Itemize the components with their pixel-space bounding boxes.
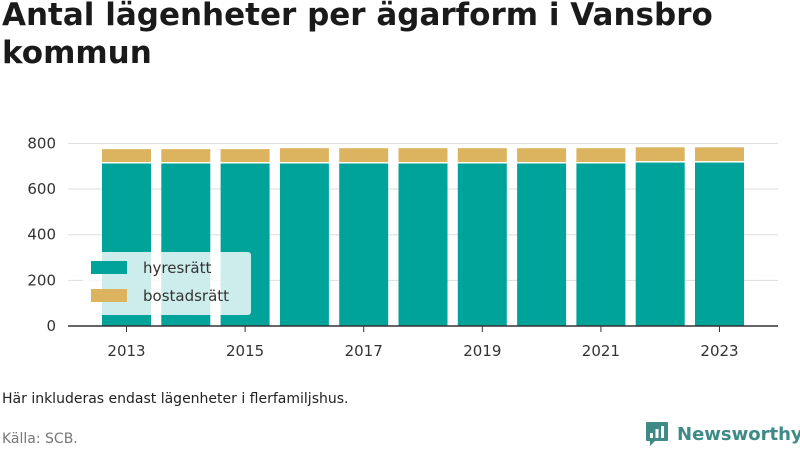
y-tick-label: 600 [27, 180, 56, 198]
bar-bostadsrätt-2023 [695, 147, 744, 162]
x-tick-label: 2021 [582, 342, 620, 360]
x-axis-ticks: 2013 2015 2017 2019 2021 2023 [107, 326, 739, 360]
brand-name: Newsworthy [677, 423, 800, 445]
bar-bostadsrätt-2021 [576, 148, 626, 162]
bar-bostadsrätt-2017 [339, 148, 389, 162]
legend-label: hyresrätt [143, 259, 212, 277]
bar-hyresrätt-2018 [398, 163, 448, 326]
bar-hyresrätt-2022 [635, 162, 685, 326]
newsworthy-logo-icon [646, 422, 668, 446]
y-tick-label: 0 [46, 317, 56, 335]
chart-title: Antal lägenheter per ägarform i Vansbro … [2, 0, 713, 71]
chart-note: Här inkluderas endast lägenheter i flerf… [2, 391, 349, 407]
bar-bostadsrätt-2022 [635, 147, 685, 162]
bar-hyresrätt-2016 [279, 163, 329, 326]
legend-swatch-bostadsrätt [91, 289, 127, 302]
bar-hyresrätt-2020 [517, 163, 567, 326]
legend-label: bostadsrätt [143, 287, 229, 305]
bar-bostadsrätt-2019 [457, 148, 507, 162]
x-tick-label: 2017 [345, 342, 383, 360]
bar-hyresrätt-2023 [695, 162, 744, 326]
bar-hyresrätt-2017 [339, 163, 389, 326]
bar-bostadsrätt-2013 [102, 149, 151, 162]
bar-bostadsrätt-2015 [220, 149, 270, 162]
bar-hyresrätt-2021 [576, 163, 626, 326]
stacked-bar-chart: 2013 2015 2017 2019 2021 2023 0 200 400 600 800 h… [27, 134, 778, 360]
bar-bostadsrätt-2016 [279, 148, 329, 162]
x-tick-label: 2013 [107, 342, 145, 360]
y-tick-label: 400 [27, 226, 56, 244]
x-tick-label: 2015 [226, 342, 264, 360]
x-tick-label: 2019 [463, 342, 501, 360]
y-tick-label: 200 [27, 271, 56, 289]
newsworthy-brand: Newsworthy [645, 420, 800, 448]
source-text: Källa: SCB. [2, 431, 78, 447]
bar-bostadsrätt-2014 [161, 149, 211, 162]
y-axis-ticks: 0 200 400 600 800 [27, 134, 56, 335]
y-tick-label: 800 [27, 134, 56, 152]
legend-swatch-hyresrätt [91, 261, 127, 274]
bar-hyresrätt-2019 [457, 163, 507, 326]
x-tick-label: 2023 [700, 342, 738, 360]
bar-bostadsrätt-2020 [517, 148, 567, 162]
bar-bostadsrätt-2018 [398, 148, 448, 162]
legend: hyresrätt bostadsrätt [83, 252, 251, 315]
